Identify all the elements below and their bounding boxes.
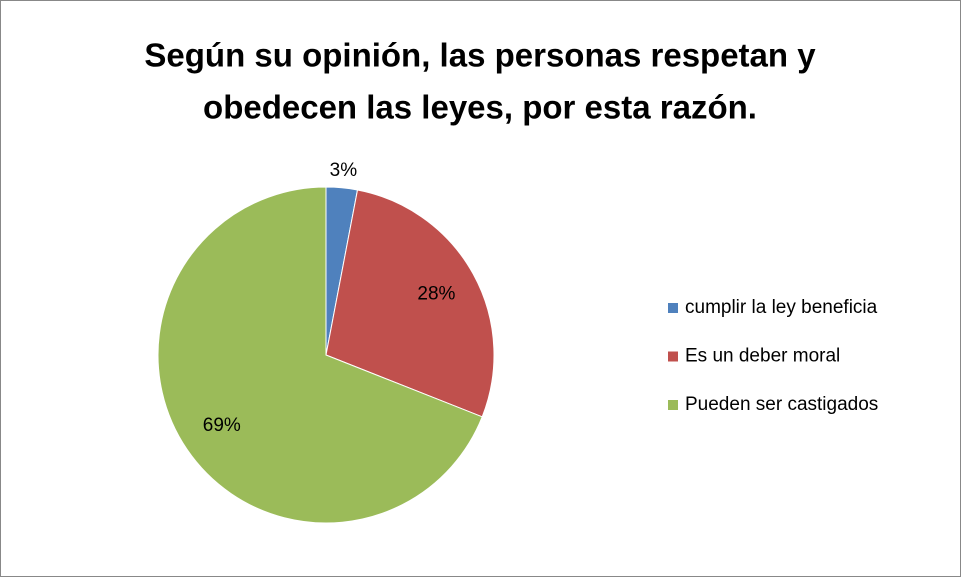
legend-swatch	[668, 400, 678, 410]
data-label: 3%	[330, 160, 358, 181]
legend-swatch	[668, 351, 678, 362]
legend-swatch	[668, 303, 678, 313]
pie-slice	[325, 189, 495, 418]
data-label: 28%	[417, 283, 455, 304]
legend-label: Es un deber moral	[685, 346, 840, 367]
chart-title: obedecen las leyes, por esta razón.	[203, 89, 757, 126]
data-label: 69%	[203, 415, 241, 436]
chart-title: Según su opinión, las personas respetan …	[144, 37, 816, 74]
legend-label: Pueden ser castigados	[685, 394, 878, 415]
pie-slice	[157, 186, 483, 524]
legend-label: cumplir la ley beneficia	[685, 297, 878, 318]
